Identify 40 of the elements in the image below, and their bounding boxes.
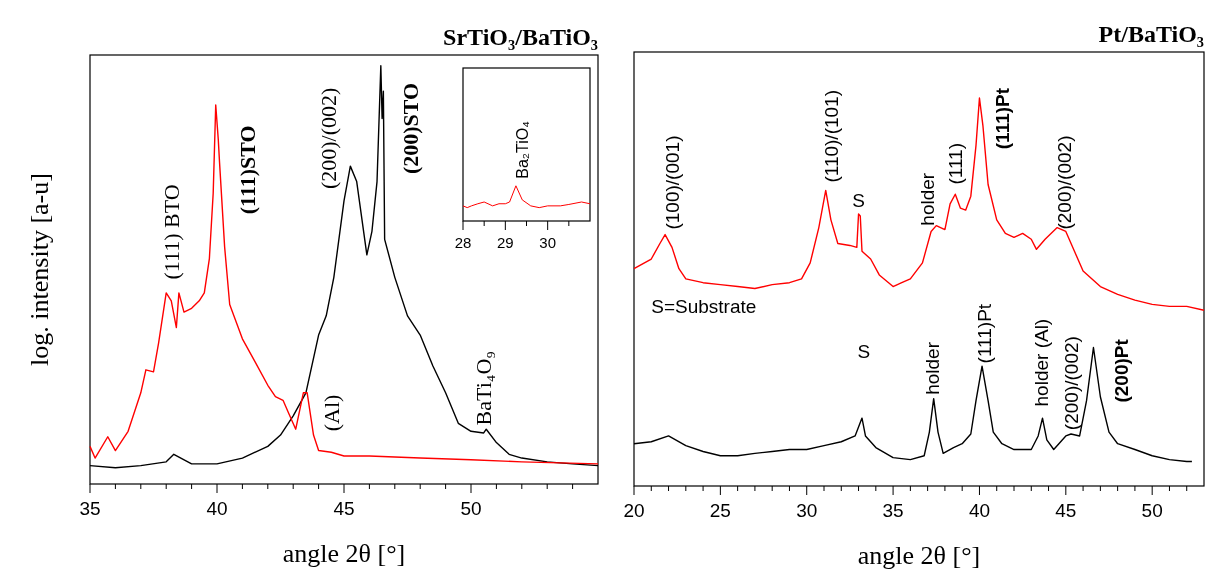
chart-title: Pt/BaTiO₃: [1098, 21, 1204, 47]
x-tick-label: 20: [623, 500, 645, 521]
annotation: (200)/(002): [316, 87, 342, 190]
annotation: BaTi₄O₉: [471, 350, 497, 426]
annotation: Ba₂TiO₄: [513, 121, 531, 179]
x-tick-label: 50: [1141, 500, 1163, 521]
annotation: (Al): [319, 394, 344, 432]
chart-title: SrTiO₃/BaTiO₃: [443, 24, 598, 50]
annotation: holder: [917, 172, 939, 226]
x-axis-title: angle 2θ [°]: [282, 539, 406, 568]
x-tick-label: 40: [206, 498, 228, 519]
x-tick-label: 35: [79, 498, 101, 519]
x-tick-label: 45: [1055, 500, 1077, 521]
annotation: (100)/(001): [661, 135, 683, 230]
x-tick-label: 40: [968, 500, 991, 521]
annotation: S: [857, 341, 871, 363]
x-axis-title: angle 2θ [°]: [857, 541, 981, 570]
annotation: (200)Pt: [1110, 338, 1132, 403]
x-tick-label: 30: [796, 500, 818, 521]
x-tick-label: 35: [882, 500, 904, 521]
annotation: (111)STO: [235, 125, 261, 215]
annotation: (200)/(002): [1060, 336, 1082, 431]
annotation: (200)/(002): [1053, 135, 1075, 230]
annotation: (111)Pt: [974, 303, 996, 364]
annotation: S: [852, 189, 865, 211]
y-axis-title: log. intensity [a-u]: [25, 173, 54, 366]
x-tick-label: 29: [496, 234, 514, 251]
annotation: holder: [922, 341, 944, 395]
annotation: (110)/(101): [820, 89, 842, 183]
annotation: S=Substrate: [651, 296, 757, 318]
x-tick-label: 25: [709, 500, 731, 521]
x-tick-label: 28: [454, 234, 472, 251]
x-tick-label: 45: [333, 498, 355, 519]
annotation: holder (Al): [1031, 318, 1053, 407]
x-tick-label: 50: [460, 498, 482, 519]
annotation: (111) BTO: [158, 184, 184, 280]
annotation: (200)STO: [397, 82, 423, 175]
annotation: (111)Pt: [991, 87, 1013, 150]
x-tick-label: 30: [539, 234, 557, 251]
annotation: (111): [944, 142, 966, 185]
